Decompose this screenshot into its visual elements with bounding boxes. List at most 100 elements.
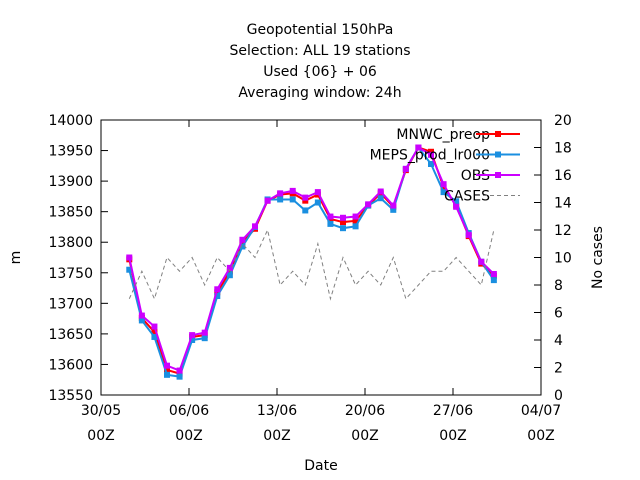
data-point (201, 335, 208, 342)
data-point (352, 217, 359, 224)
data-point (151, 329, 158, 336)
data-point (377, 188, 384, 195)
y-tick-label: 13550 (48, 388, 93, 404)
y2-tick-label: 2 (554, 361, 563, 377)
y2-tick-label: 20 (554, 113, 572, 129)
y2-tick-label: 4 (554, 333, 563, 349)
data-point (415, 144, 422, 151)
data-point (289, 187, 296, 194)
y2-axis: 0 2 4 6 8 10 12 14 16 18 20 (534, 113, 572, 404)
y2-tick-label: 16 (554, 168, 572, 184)
data-point (314, 189, 321, 196)
y2-tick-label: 8 (554, 278, 563, 294)
data-point (138, 312, 145, 319)
data-point (252, 223, 258, 230)
data-point (390, 206, 397, 213)
x-tick-date: 06/06 (169, 403, 209, 419)
data-point (126, 254, 133, 261)
data-point (340, 219, 346, 226)
y-tick-label: 13750 (48, 266, 93, 282)
y-tick-label: 14000 (48, 113, 93, 129)
data-point (327, 213, 334, 220)
legend-label: MNWC_preop (396, 127, 490, 143)
series-line (128, 228, 495, 301)
data-point (377, 195, 384, 202)
y-tick-label: 13700 (48, 296, 93, 312)
data-point (277, 190, 284, 197)
data-point (340, 225, 346, 232)
y2-tick-label: 12 (554, 223, 572, 239)
x-tick-date: 04/07 (521, 403, 561, 419)
data-point (226, 272, 233, 279)
title-line: Selection: ALL 19 stations (229, 43, 410, 59)
legend-label: MEPS_prod_lr000 (370, 148, 490, 164)
data-point (214, 293, 221, 299)
y2-tick-label: 0 (554, 388, 563, 404)
y-axis: 13550 13600 13650 13700 13750 13800 13850 13900… (48, 113, 108, 404)
data-point (176, 373, 183, 380)
data-point (277, 196, 284, 203)
legend-label: OBS (461, 168, 490, 184)
title-line: Averaging window: 24h (238, 85, 401, 101)
data-point (314, 199, 321, 206)
data-point (264, 197, 271, 204)
y-tick-label: 13600 (48, 357, 93, 373)
data-point (478, 258, 485, 265)
y2-tick-label: 6 (554, 306, 563, 322)
data-point (440, 184, 447, 191)
y-tick-label: 13950 (48, 144, 93, 160)
data-point (151, 323, 158, 330)
y-tick-label: 13650 (48, 327, 93, 343)
series-line (128, 146, 495, 372)
x-tick-hour: 00Z (351, 428, 378, 444)
legend-marker (495, 172, 501, 178)
y-tick-label: 13900 (48, 174, 93, 190)
data-point (453, 198, 460, 205)
data-point (453, 203, 460, 210)
x-tick-hour: 00Z (439, 428, 466, 444)
legend-label: CASES (444, 189, 490, 205)
x-tick-hour: 00Z (87, 428, 114, 444)
series-cases (128, 228, 495, 301)
data-point (440, 189, 447, 196)
data-point (428, 151, 434, 158)
data-point (176, 367, 183, 374)
y2-tick-label: 14 (554, 196, 572, 212)
y2-tick-label: 18 (554, 141, 572, 157)
data-point (490, 277, 497, 284)
data-point (327, 220, 334, 227)
data-point (239, 236, 246, 243)
data-point (302, 207, 309, 214)
data-point (365, 201, 372, 208)
data-point (164, 371, 170, 378)
data-point (126, 266, 133, 273)
series-obs (126, 144, 497, 374)
series-layer (126, 144, 497, 380)
data-point (428, 148, 434, 155)
x-tick-date: 30/05 (81, 403, 121, 419)
data-point (214, 286, 221, 293)
data-point (226, 264, 233, 271)
y2-tick-label: 10 (554, 251, 572, 267)
data-point (302, 194, 309, 201)
x-axis-label: Date (304, 458, 337, 474)
y-axis-label: m (8, 251, 24, 265)
data-point (352, 223, 359, 230)
data-point (402, 165, 409, 172)
data-point (289, 196, 296, 203)
data-point (490, 271, 497, 277)
x-tick-date: 13/06 (257, 403, 297, 419)
data-point (189, 332, 196, 339)
title-line: Geopotential 150hPa (247, 22, 394, 38)
data-point (189, 337, 196, 343)
data-point (164, 366, 170, 373)
data-point (164, 362, 170, 369)
data-point (390, 202, 397, 209)
x-tick-hour: 00Z (175, 428, 202, 444)
data-point (302, 197, 309, 204)
y-tick-label: 13800 (48, 235, 93, 251)
title-line: Used {06} + 06 (263, 64, 377, 80)
x-tick-hour: 00Z (527, 428, 554, 444)
x-tick-date: 20/06 (345, 403, 385, 419)
legend: MNWC_preop MEPS_prod_lr000 OBS CASES (370, 127, 520, 205)
